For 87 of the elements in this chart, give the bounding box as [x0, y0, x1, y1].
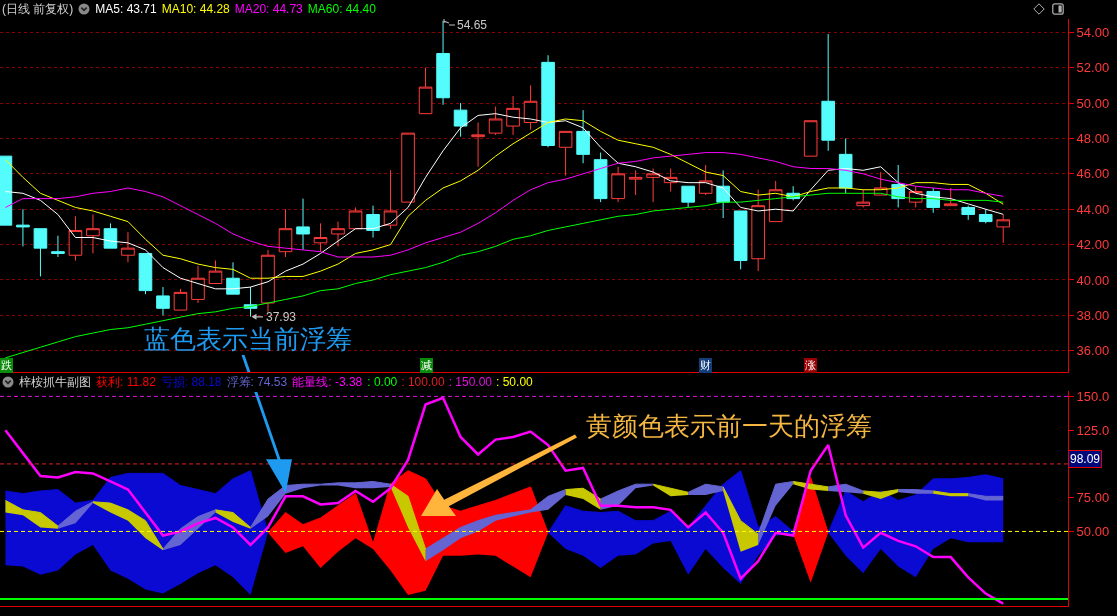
candlestick: [611, 166, 625, 203]
candlestick: [156, 286, 170, 316]
candlestick: [436, 20, 450, 106]
candlestick: [383, 169, 398, 230]
candlestick: [401, 132, 415, 203]
candlestick: [576, 109, 590, 164]
ref-line-label: : 0.00: [367, 375, 398, 389]
candlestick: [121, 231, 135, 263]
candlestick: [838, 137, 853, 194]
candlestick: [733, 210, 748, 270]
candlestick: [558, 130, 573, 177]
candlestick: [278, 208, 293, 258]
line-series: [4, 152, 1004, 258]
y-tick-label: 44.00: [1076, 201, 1110, 217]
y-tick-label: 36.00: [1076, 343, 1110, 359]
candlestick: [681, 185, 695, 208]
y-tick-label: 50.00: [1076, 95, 1110, 111]
ref-line-label: : 50.00: [496, 375, 533, 389]
text: 亏损: 88.18: [160, 373, 222, 391]
candlestick: [961, 205, 976, 221]
candlestick: [996, 214, 1011, 244]
y-tick-label: 42.00: [1076, 237, 1110, 253]
candlestick: [488, 106, 503, 136]
candlestick: [138, 252, 153, 295]
candlestick: [803, 120, 818, 157]
candlestick: [541, 54, 555, 148]
candlestick: [191, 265, 205, 304]
annotation: 减: [421, 359, 432, 372]
candlestick: [856, 189, 870, 208]
candlestick: [418, 67, 433, 115]
text: MA5: 43.71: [95, 2, 157, 16]
y-tick-label: 48.00: [1076, 130, 1110, 146]
candlestick: [366, 205, 380, 239]
text: MA60: 44.40: [307, 2, 376, 16]
line-series: [4, 396, 1005, 605]
candlestick: [173, 288, 188, 311]
y-tick-label: 75.00: [1076, 490, 1110, 506]
annotation: 跌: [1, 359, 12, 372]
candlestick: [33, 228, 48, 277]
candlestick: [86, 214, 100, 254]
candlestick: [628, 169, 643, 196]
candlestick: [471, 122, 485, 168]
chart-title: (日线 前复权): [2, 0, 74, 18]
y-tick-label: 52.00: [1076, 60, 1110, 76]
ref-line-label: : 150.00: [448, 375, 493, 389]
candlestick: [208, 260, 223, 285]
candlestick: [103, 222, 118, 249]
text: MA10: 44.28: [161, 2, 230, 16]
candlestick: [453, 102, 468, 138]
candlestick: [296, 198, 310, 251]
candlestick: [331, 221, 345, 247]
text: 98.09: [1070, 452, 1101, 466]
candlestick: [261, 249, 275, 313]
y-tick-label: 54.00: [1076, 24, 1110, 40]
text: MA20: 44.73: [234, 2, 303, 16]
annotation: 涨: [805, 359, 816, 372]
candlestick: [348, 206, 363, 230]
annotation: 37.93: [266, 310, 297, 324]
candlestick: [506, 95, 520, 136]
annotation: 黄颜色表示前一天的浮筹: [586, 411, 872, 441]
candlestick: [821, 33, 835, 152]
candlestick: [751, 189, 765, 272]
candlestick: [313, 222, 328, 253]
candlestick: [646, 168, 660, 203]
annotation: 蓝色表示当前浮筹: [144, 324, 352, 354]
y-tick-label: 50.00: [1076, 524, 1110, 539]
candlestick: [226, 261, 240, 295]
y-tick-label: 38.00: [1076, 307, 1110, 323]
candlestick: [523, 84, 538, 131]
candlestick: [0, 155, 13, 226]
text: 获利: 11.82: [96, 373, 156, 391]
y-tick-label: 40.00: [1076, 272, 1110, 288]
candlestick: [68, 215, 83, 262]
annotation: 财: [700, 359, 711, 372]
ref-line-label: : 100.00: [401, 375, 445, 389]
text: 能量线: -3.38: [292, 373, 363, 391]
candlestick: [16, 208, 30, 247]
candlestick: [51, 235, 65, 258]
y-tick-label: 150.0: [1076, 388, 1110, 404]
candlestick: [593, 152, 608, 203]
y-tick-label: 46.00: [1076, 166, 1110, 182]
text: 浮筹: 74.53: [226, 373, 288, 391]
y-tick-label: 125.0: [1076, 422, 1110, 438]
candlestick: [698, 164, 713, 196]
candlestick: [978, 208, 993, 224]
annotation: 54.65: [457, 18, 488, 32]
chart-title: 梓桉抓牛副图: [19, 373, 91, 391]
